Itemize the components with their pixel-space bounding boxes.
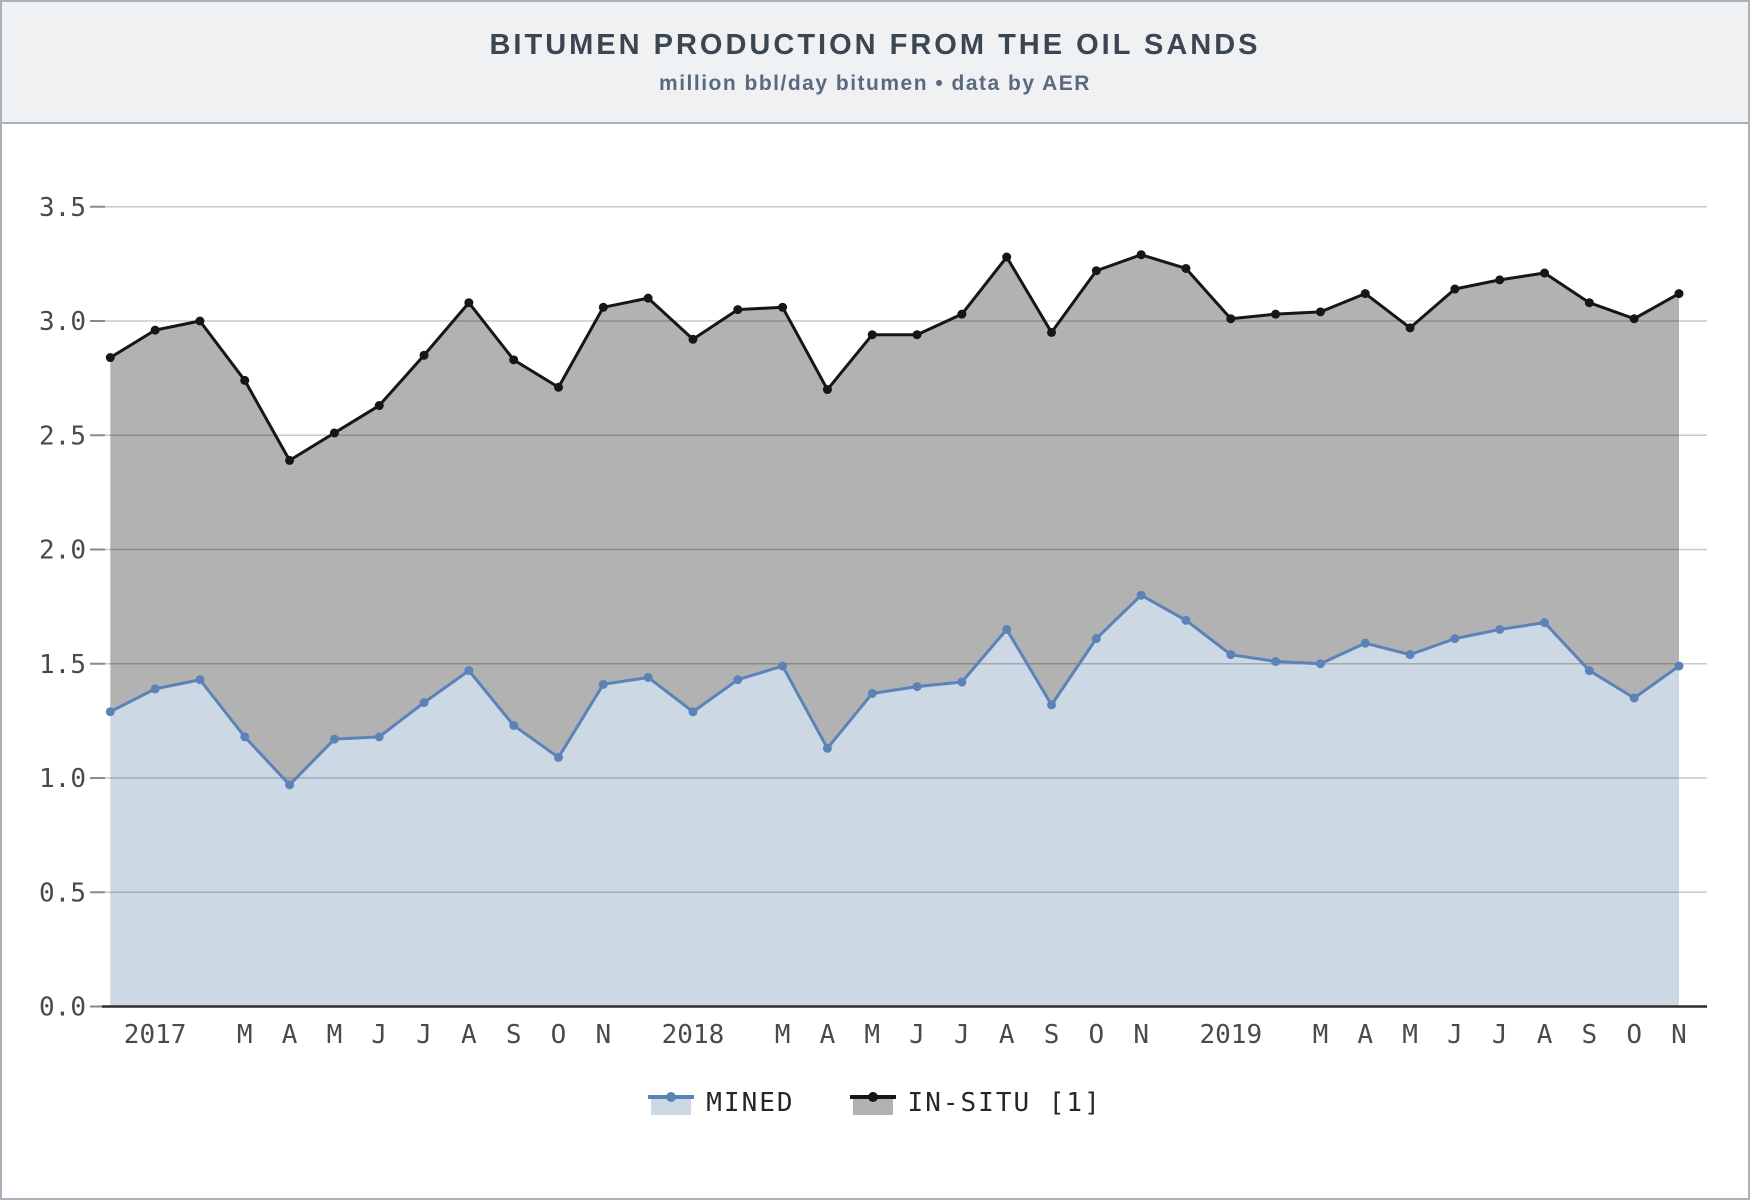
svg-text:S: S (1044, 1020, 1060, 1050)
legend-label-insitu: IN-SITU [1] (907, 1088, 1102, 1118)
chart-header: BITUMEN PRODUCTION FROM THE OIL SANDS mi… (2, 2, 1748, 124)
mined-series-swatch-icon (648, 1091, 695, 1115)
legend-label-mined: MINED (706, 1088, 795, 1118)
svg-text:A: A (999, 1020, 1015, 1050)
svg-text:0.5: 0.5 (39, 878, 86, 908)
svg-text:J: J (909, 1020, 925, 1050)
insitu-line (105, 250, 1684, 465)
x-axis-labels: 2017 M A M J J A S O N 2018 M A M J J A S O N 2019 M A M J J A S O N (124, 1020, 1687, 1050)
svg-text:M: M (327, 1020, 343, 1050)
svg-text:2017: 2017 (124, 1020, 187, 1050)
svg-text:O: O (1626, 1020, 1642, 1050)
svg-text:A: A (1537, 1020, 1553, 1050)
svg-text:J: J (416, 1020, 432, 1050)
svg-text:M: M (1402, 1020, 1418, 1050)
y-axis-ticks (90, 205, 105, 1008)
legend-item-mined: MINED (648, 1088, 794, 1118)
svg-text:J: J (954, 1020, 970, 1050)
insitu-series-swatch-icon (849, 1091, 896, 1115)
svg-text:1.0: 1.0 (39, 764, 86, 794)
legend-item-insitu: IN-SITU [1] (849, 1088, 1102, 1118)
svg-text:1.5: 1.5 (39, 650, 86, 680)
chart-title: BITUMEN PRODUCTION FROM THE OIL SANDS (489, 28, 1261, 61)
svg-text:O: O (551, 1020, 567, 1050)
svg-text:M: M (775, 1020, 791, 1050)
svg-text:A: A (1357, 1020, 1373, 1050)
chart-subtitle: million bbl/day bitumen • data by AER (659, 71, 1091, 95)
svg-text:M: M (237, 1020, 253, 1050)
svg-text:M: M (864, 1020, 880, 1050)
svg-text:2018: 2018 (662, 1020, 725, 1050)
svg-text:2.0: 2.0 (39, 536, 86, 566)
svg-text:3.0: 3.0 (39, 307, 86, 337)
svg-text:O: O (1089, 1020, 1105, 1050)
svg-text:M: M (1313, 1020, 1329, 1050)
svg-text:3.5: 3.5 (39, 193, 86, 223)
legend: MINED IN-SITU [1] (2, 1088, 1748, 1118)
svg-text:J: J (1492, 1020, 1508, 1050)
svg-text:N: N (1133, 1020, 1149, 1050)
svg-text:S: S (1582, 1020, 1598, 1050)
gridlines (105, 206, 1707, 893)
svg-text:2.5: 2.5 (39, 421, 86, 451)
svg-text:N: N (595, 1020, 611, 1050)
svg-text:A: A (820, 1020, 836, 1050)
svg-text:J: J (1447, 1020, 1463, 1050)
mined-area (110, 595, 1679, 1007)
svg-text:A: A (282, 1020, 298, 1050)
svg-text:J: J (371, 1020, 387, 1050)
svg-text:A: A (461, 1020, 477, 1050)
svg-text:0.0: 0.0 (39, 993, 86, 1023)
svg-text:S: S (506, 1020, 522, 1050)
y-axis-labels: 0.0 0.5 1.0 1.5 2.0 2.5 3.0 3.5 (39, 193, 86, 1023)
mined-line (105, 590, 1684, 790)
svg-text:2019: 2019 (1199, 1020, 1262, 1050)
insitu-area (110, 254, 1679, 785)
svg-text:N: N (1671, 1020, 1687, 1050)
